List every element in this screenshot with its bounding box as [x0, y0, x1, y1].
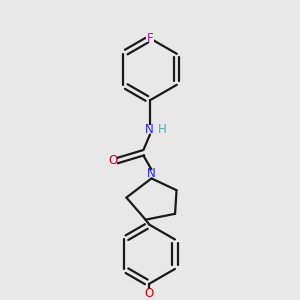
Text: O: O — [108, 154, 117, 167]
Bar — [147, 170, 156, 178]
Text: O: O — [145, 286, 154, 300]
Text: N: N — [145, 123, 154, 136]
Text: F: F — [147, 32, 153, 45]
Bar — [145, 289, 154, 297]
Bar — [158, 125, 166, 133]
Text: H: H — [158, 123, 167, 136]
Text: N: N — [147, 167, 156, 181]
Bar — [145, 125, 154, 133]
Bar — [146, 34, 154, 43]
Bar — [108, 157, 117, 165]
